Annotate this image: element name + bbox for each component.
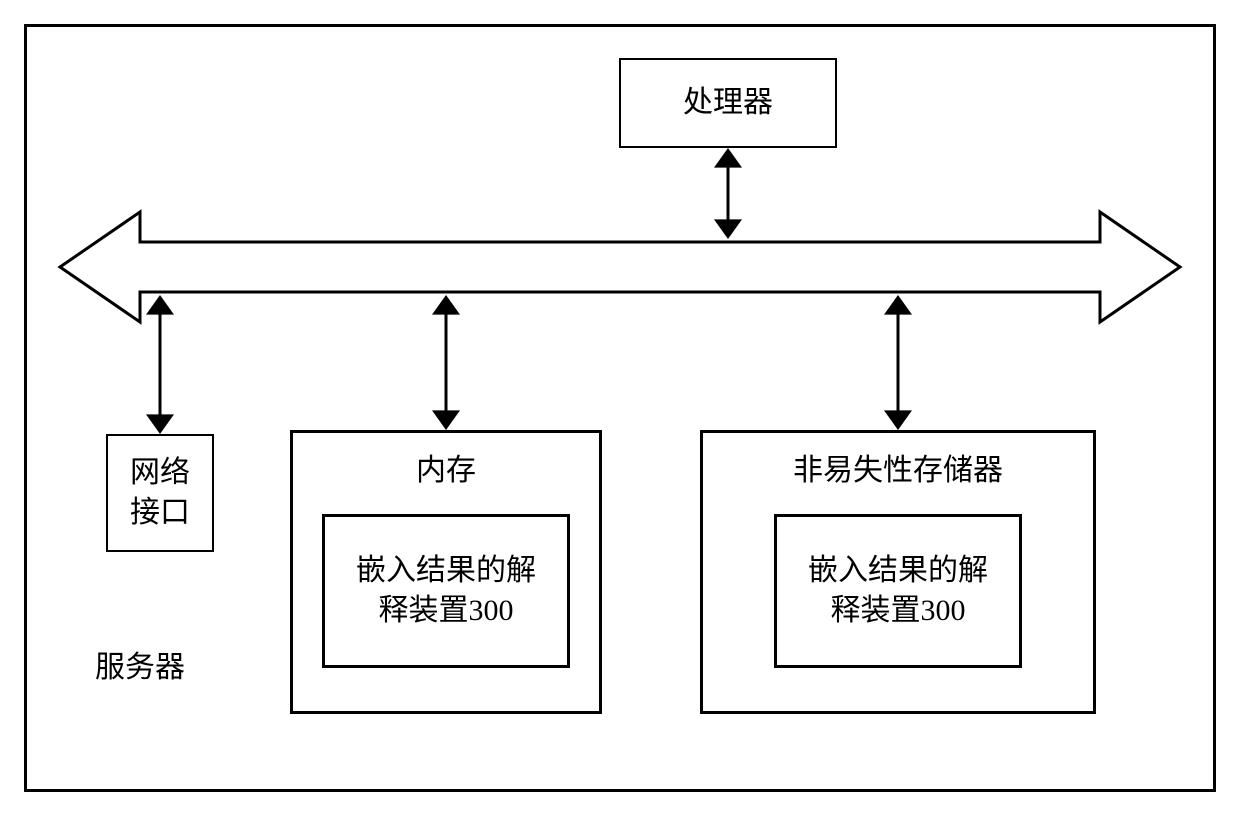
network-interface-label: 网络 接口 (130, 453, 190, 534)
processor-node: 处理器 (619, 58, 837, 148)
nvm-inner-box: 嵌入结果的解 释装置300 (774, 514, 1022, 668)
memory-inner-label: 嵌入结果的解 释装置300 (356, 551, 536, 632)
server-label: 服务器 (95, 642, 185, 686)
processor-label: 处理器 (683, 83, 773, 124)
network-interface-node: 网络 接口 (106, 434, 214, 552)
diagram-canvas: 服务器 处理器 网络 接口 内存 嵌入结果的解 释装置300 非易失性存储器 嵌… (0, 0, 1240, 816)
memory-inner-box: 嵌入结果的解 释装置300 (322, 514, 570, 668)
nvm-inner-label: 嵌入结果的解 释装置300 (808, 551, 988, 632)
internal-bus-label: 内部总线 (0, 249, 1240, 293)
memory-title: 内存 (416, 451, 476, 492)
nvm-title: 非易失性存储器 (793, 451, 1003, 492)
